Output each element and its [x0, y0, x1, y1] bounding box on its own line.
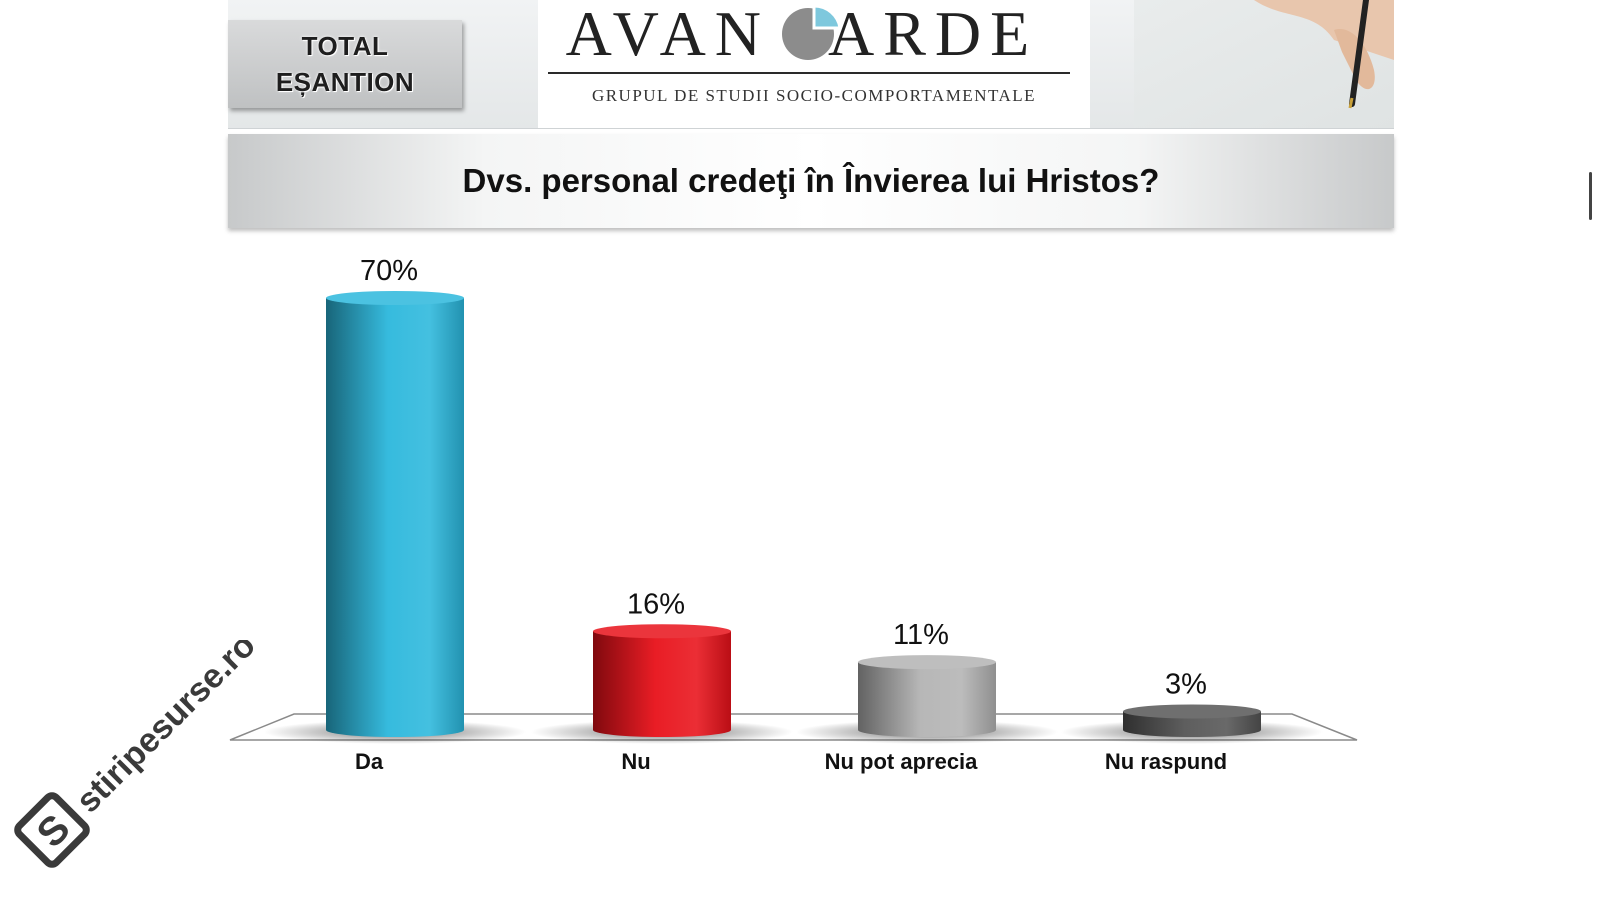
bar-top-da — [326, 291, 464, 305]
value-label-nu: 16% — [627, 588, 685, 620]
category-label-nu-raspund: Nu raspund — [1105, 749, 1227, 774]
value-label-nu-pot-aprecia: 11% — [893, 619, 949, 651]
watermark-logo-icon — [14, 792, 90, 868]
bar-top-nu-pot-aprecia — [858, 655, 996, 670]
scrollbar-thumb[interactable] — [1589, 172, 1592, 220]
bar-body-nu-pot-aprecia — [858, 662, 996, 737]
bar-da — [263, 291, 527, 744]
bar-top-nu-raspund — [1123, 704, 1261, 719]
bar-body-da — [326, 298, 464, 737]
question-banner: Dvs. personal credeţi în Învierea lui Hr… — [228, 134, 1394, 228]
bar-nu-pot-aprecia — [795, 655, 1059, 744]
bar-body-nu — [593, 631, 731, 737]
logo-divider — [548, 72, 1070, 74]
bar-nu — [530, 624, 794, 744]
bar-top-nu — [593, 624, 731, 639]
page-scrollbar[interactable] — [1586, 0, 1600, 900]
pie-logo-icon — [782, 4, 842, 60]
report-header: TOTAL EȘANTION AVAN ARDE GRUPUL DE STUDI… — [228, 0, 1394, 129]
value-label-nu-raspund: 3% — [1165, 668, 1207, 700]
writing-hand-icon — [1134, 0, 1394, 128]
sample-tag-line1: TOTAL — [301, 31, 389, 61]
site-watermark: S stiripesurse.ro — [12, 640, 272, 880]
category-label-da: Da — [355, 749, 384, 774]
avangarde-logo: AVAN ARDE GRUPUL DE STUDII SOCIO-COMPORT… — [538, 0, 1090, 128]
value-label-da: 70% — [360, 255, 418, 287]
watermark-text: stiripesurse.ro — [69, 640, 263, 820]
bar-body-nu-raspund — [1123, 711, 1261, 737]
category-label-nu: Nu — [621, 749, 650, 774]
bar-chart: 70% Da 16% Nu 11% Nu pot aprecia 3% Nu raspund — [229, 255, 1358, 774]
logo-tagline: GRUPUL DE STUDII SOCIO-COMPORTAMENTALE — [591, 86, 1037, 105]
logo-wordmark-left: AVAN — [565, 0, 770, 69]
sample-tag: TOTAL EȘANTION — [228, 20, 462, 108]
logo-wordmark-right: ARDE — [828, 0, 1039, 69]
sample-tag-line2: EȘANTION — [275, 67, 415, 97]
category-label-nu-pot-aprecia: Nu pot aprecia — [825, 749, 979, 774]
bar-nu-raspund — [1060, 704, 1324, 744]
chart-title: Dvs. personal credeţi în Învierea lui Hr… — [462, 162, 1160, 199]
